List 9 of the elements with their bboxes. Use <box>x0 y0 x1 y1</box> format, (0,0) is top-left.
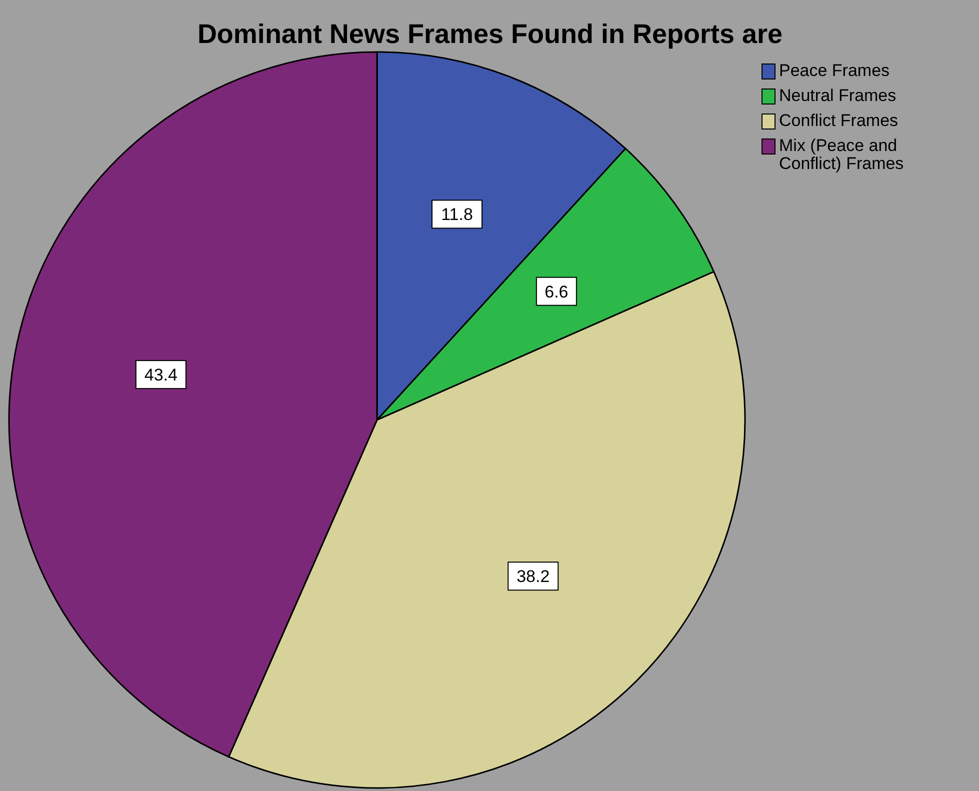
legend-label: Peace Frames <box>779 61 890 80</box>
data-label: 6.6 <box>544 282 568 302</box>
chart-title: Dominant News Frames Found in Reports are <box>197 19 783 49</box>
legend-label: Conflict Frames <box>779 111 898 130</box>
legend-label: Neutral Frames <box>779 86 896 105</box>
data-label: 38.2 <box>516 567 550 586</box>
legend-label: Mix (Peace and Conflict) Frames <box>779 136 904 173</box>
data-label: 43.4 <box>144 365 178 384</box>
data-label: 11.8 <box>441 205 473 224</box>
